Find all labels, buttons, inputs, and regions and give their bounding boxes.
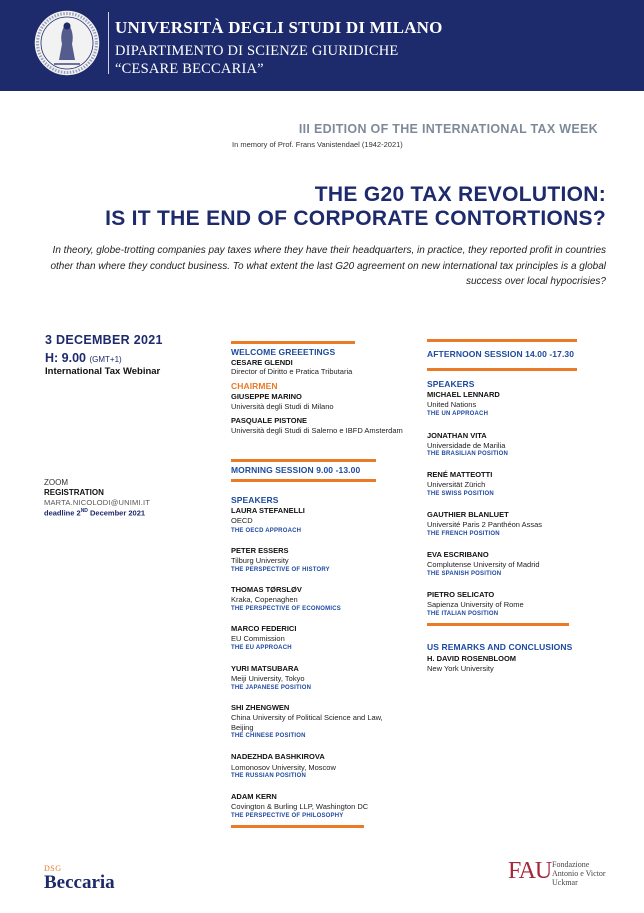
speaker-topic: THE JAPANESE POSITION [231, 685, 312, 691]
speaker-affiliation: Lomonosov University, Moscow [231, 763, 336, 772]
speaker-name: PETER ESSERS [231, 546, 289, 555]
speaker-topic: THE PERSPECTIVE OF ECONOMICS [231, 606, 341, 612]
speaker-affiliation: Université Paris 2 Panthéon Assas [427, 520, 543, 529]
section-divider [427, 339, 577, 342]
fau-logo-text: Fondazione Antonio e Victor Uckmar [552, 860, 606, 887]
speaker-affiliation: Universität Zürich [427, 480, 486, 489]
speaker-affiliation: Sapienza University of Rome [427, 600, 524, 609]
speaker-name: EVA ESCRIBANO [427, 550, 489, 559]
page-title-line1: THE G20 TAX REVOLUTION: [314, 183, 606, 206]
speaker-name: THOMAS TØRSLØV [231, 585, 302, 594]
speaker-affiliation: Covington & Burling LLP, Washington DC [231, 802, 369, 811]
fau-logo-mark: FAU [508, 858, 552, 884]
platform-label: ZOOM [44, 478, 68, 487]
page-title-line2: IS IT THE END OF CORPORATE CONTORTIONS? [105, 207, 606, 230]
speaker-affiliation: EU Commission [231, 634, 285, 643]
speaker-name: PIETRO SELICATO [427, 590, 495, 599]
speaker-topic: THE PERSPECTIVE OF HISTORY [231, 567, 330, 573]
speaker-name: LAURA STEFANELLI [231, 506, 305, 515]
event-time: H: 9.00 (GMT+1) [45, 351, 122, 365]
section-divider [231, 825, 364, 828]
registration-label: REGISTRATION [44, 488, 104, 497]
afternoon-session-heading: AFTERNOON SESSION 14.00 -17.30 [427, 349, 575, 359]
speaker-name: YURI MATSUBARA [231, 664, 299, 673]
speaker-topic: THE PERSPECTIVE OF PHILOSOPHY [231, 813, 344, 819]
beccaria-logo: Beccaria [44, 872, 115, 893]
event-date: 3 DECEMBER 2021 [45, 333, 163, 347]
speaker-name: NADEZHDA BASHKIROVA [231, 752, 325, 761]
speaker-topic: THE OECD APPROACH [231, 528, 302, 534]
morning-session-heading: MORNING SESSION 9.00 -13.00 [231, 465, 361, 475]
section-divider [427, 368, 577, 371]
fau-line: Fondazione [552, 860, 590, 869]
fau-line: Antonio e Victor [552, 869, 606, 878]
speaker-affiliation: China University of Political Science an… [231, 713, 383, 732]
speaker-name: ADAM KERN [231, 792, 277, 801]
event-time-value: H: 9.00 [45, 351, 86, 365]
edition-heading: III EDITION OF THE INTERNATIONAL TAX WEE… [298, 122, 598, 136]
intro-paragraph: In theory, globe-trotting companies pay … [50, 245, 606, 287]
department-name: DIPARTIMENTO DI SCIENZE GIURIDICHE [115, 43, 399, 59]
university-seal-icon [33, 9, 101, 77]
dsg-logo-label: DSG [44, 864, 62, 873]
section-divider [231, 479, 376, 482]
chairman-name: GIUSEPPE MARINO [231, 392, 302, 401]
deadline-suffix: December 2021 [87, 508, 146, 518]
remarks-heading: US REMARKS AND CONCLUSIONS [427, 642, 573, 652]
university-name: UNIVERSITÀ DEGLI STUDI DI MILANO [115, 18, 443, 37]
speaker-topic: THE UN APPROACH [427, 411, 489, 417]
speaker-name: RENÉ MATTEOTTI [427, 470, 493, 479]
header-banner: UNIVERSITÀ DEGLI STUDI DI MILANO DIPARTI… [0, 0, 644, 91]
speaker-affiliation: Meiji University, Tokyo [231, 674, 305, 683]
welcome-speaker-name: CESARE GLENDI [231, 358, 293, 367]
welcome-heading: WELCOME GREEETINGS [231, 347, 336, 357]
welcome-speaker-role: Director of Diritto e Pratica Tributaria [231, 367, 353, 376]
event-format: International Tax Webinar [45, 366, 161, 377]
speaker-topic: THE SWISS POSITION [427, 491, 494, 497]
speaker-affiliation: Complutense University of Madrid [427, 560, 540, 569]
deadline-prefix: deadline 2 [44, 508, 81, 518]
section-divider [231, 341, 355, 344]
deadline-ordinal: ND [80, 508, 88, 514]
section-divider [427, 623, 569, 626]
speaker-topic: THE ITALIAN POSITION [427, 611, 499, 617]
header-divider [108, 12, 109, 74]
speaker-topic: THE RUSSIAN POSITION [231, 773, 307, 779]
remarks-speaker-name: H. DAVID ROSENBLOOM [427, 654, 517, 663]
department-subname: “CESARE BECCARIA” [115, 61, 264, 77]
remarks-speaker-affiliation: New York University [427, 664, 494, 673]
speaker-name: GAUTHIER BLANLUET [427, 510, 509, 519]
registration-email-link[interactable]: MARTA.NICOLODI@UNIMI.IT [44, 498, 151, 507]
speaker-name: MARCO FEDERICI [231, 624, 297, 633]
speaker-affiliation: OECD [231, 516, 253, 525]
speaker-topic: THE CHINESE POSITION [231, 733, 306, 739]
chairmen-heading: CHAIRMEN [231, 381, 278, 391]
memorial-note: In memory of Prof. Frans Vanistendael (1… [232, 140, 403, 149]
speaker-affiliation: Tilburg University [231, 556, 289, 565]
speaker-topic: THE FRENCH POSITION [427, 531, 500, 537]
speaker-name: SHI ZHENGWEN [231, 703, 290, 712]
speaker-topic: THE BRASILIAN POSITION [427, 451, 509, 457]
speaker-name: JONATHAN VITA [427, 431, 487, 440]
section-divider [231, 459, 376, 462]
speaker-topic: THE EU APPROACH [231, 645, 292, 651]
speaker-affiliation: United Nations [427, 400, 477, 409]
registration-deadline: deadline 2ND December 2021 [44, 508, 145, 518]
afternoon-speakers-heading: SPEAKERS [427, 379, 475, 389]
chairman-name: PASQUALE PISTONE [231, 416, 307, 425]
event-timezone: (GMT+1) [89, 355, 122, 364]
fau-line: Uckmar [552, 878, 578, 887]
chairman-affiliation: Università degli Studi di Salerno e IBFD… [231, 426, 403, 435]
speaker-affiliation: Kraka, Copenaghen [231, 595, 298, 604]
chairman-affiliation: Università degli Studi di Milano [231, 402, 334, 411]
morning-speakers-heading: SPEAKERS [231, 495, 279, 505]
speaker-name: MICHAEL LENNARD [427, 390, 500, 399]
speaker-affiliation: Universidade de Marilia [427, 441, 506, 450]
speaker-topic: THE SPANISH POSITION [427, 571, 502, 577]
